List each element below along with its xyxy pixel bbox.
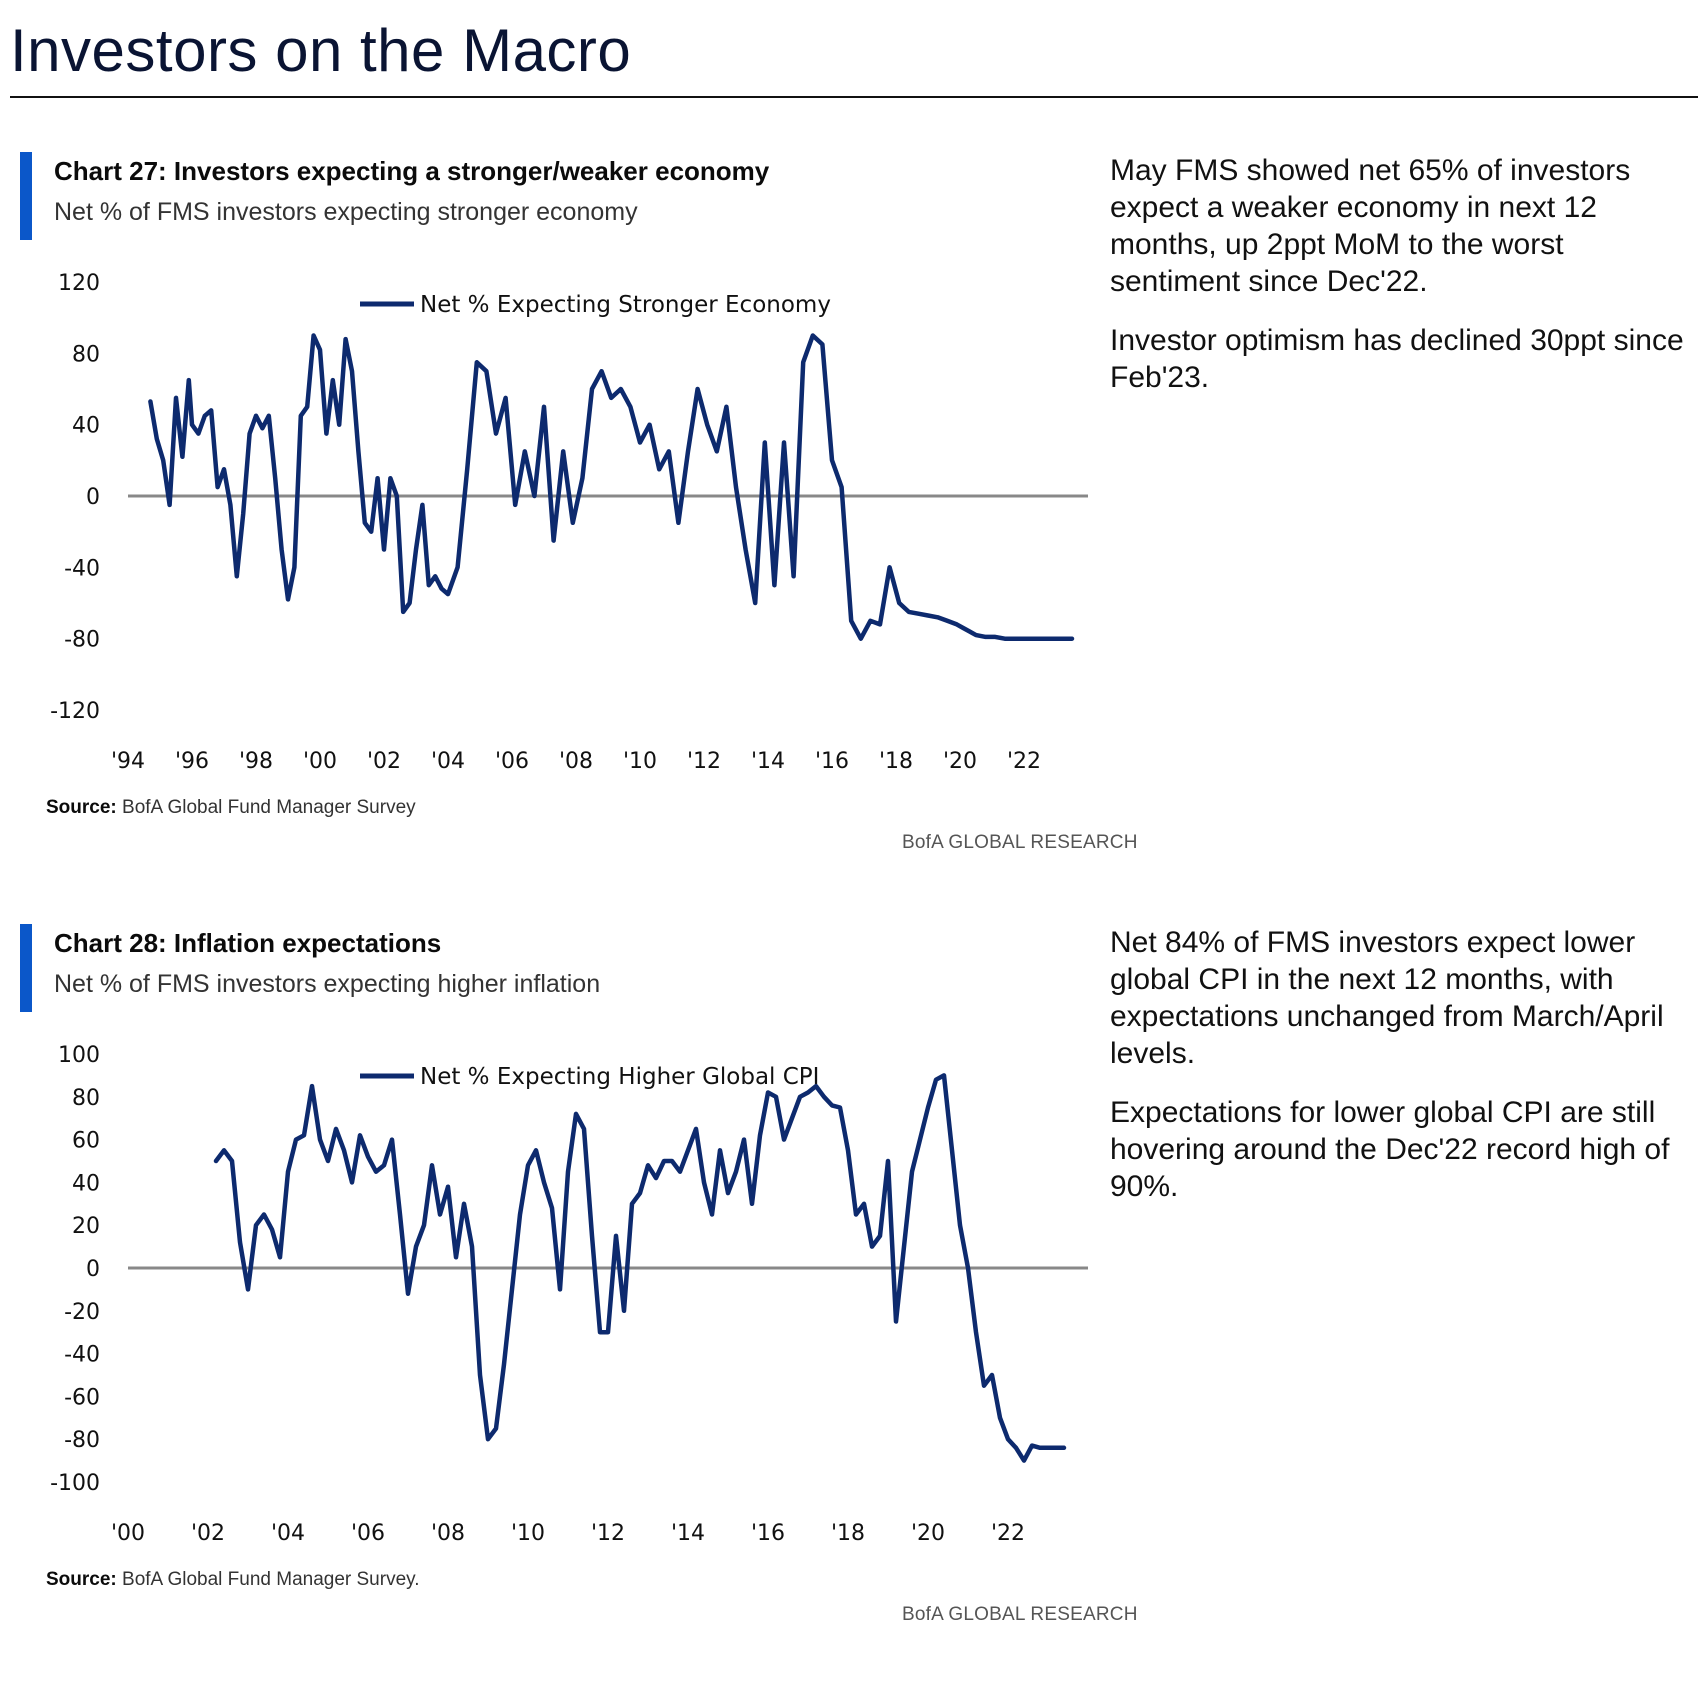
- x-tick-label: '00: [111, 1521, 145, 1546]
- y-tick-label: 40: [72, 414, 100, 439]
- x-tick-label: '16: [751, 1521, 785, 1546]
- x-tick-label: '08: [431, 1521, 465, 1546]
- chart27-source-label: Source:: [46, 797, 117, 818]
- x-tick-label: '18: [879, 749, 913, 774]
- chart27-commentary-paragraph: May FMS showed net 65% of investors expe…: [1110, 154, 1631, 298]
- y-tick-label: 120: [58, 271, 100, 296]
- y-tick-label: 40: [72, 1171, 100, 1196]
- x-tick-label: '98: [239, 749, 273, 774]
- x-tick-label: '18: [831, 1521, 865, 1546]
- x-tick-label: '16: [815, 749, 849, 774]
- page-title: Investors on the Macro: [10, 17, 632, 84]
- legend-label: Net % Expecting Higher Global CPI: [420, 1064, 819, 1090]
- chart28-commentary: Net 84% of FMS investors expect lower gl…: [1110, 924, 1690, 1227]
- chart28-subtitle: Net % of FMS investors expecting higher …: [54, 970, 601, 998]
- chart27-title: Chart 27: Investors expecting a stronger…: [54, 156, 770, 186]
- x-tick-label: '08: [559, 749, 593, 774]
- x-tick-label: '00: [303, 749, 337, 774]
- y-tick-label: -40: [64, 556, 100, 581]
- chart28-source: Source: BofA Global Fund Manager Survey.: [46, 1569, 420, 1591]
- chart28-accent-bar: [20, 924, 32, 1012]
- y-tick-label: 0: [86, 1257, 100, 1282]
- chart27-source-text: BofA Global Fund Manager Survey: [122, 797, 416, 818]
- chart28-source-text: BofA Global Fund Manager Survey.: [122, 1569, 420, 1590]
- y-tick-label: -120: [50, 699, 100, 724]
- y-tick-label: -60: [64, 1385, 100, 1410]
- chart28-commentary-paragraph: Net 84% of FMS investors expect lower gl…: [1110, 926, 1664, 1070]
- chart28-section: Chart 28: Inflation expectations Net % o…: [0, 912, 1698, 1692]
- y-tick-label: 60: [72, 1129, 100, 1154]
- x-tick-label: '14: [751, 749, 785, 774]
- y-tick-label: -40: [64, 1343, 100, 1368]
- x-tick-label: '12: [591, 1521, 625, 1546]
- chart28-plot: 100 80 60 40 20 0 -20 -40 -60 -80 -100 '00 '02 '04 '06…: [50, 1043, 1088, 1546]
- chart28-title: Chart 28: Inflation expectations: [54, 928, 442, 958]
- chart28-commentary-paragraph: Expectations for lower global CPI are st…: [1110, 1096, 1670, 1203]
- x-tick-label: '22: [1007, 749, 1041, 774]
- x-tick-label: '02: [367, 749, 401, 774]
- series-line: [213, 1073, 1067, 1463]
- title-divider: [10, 96, 1698, 98]
- x-tick-label: '20: [943, 749, 977, 774]
- legend-label: Net % Expecting Stronger Economy: [420, 292, 831, 318]
- y-tick-label: -80: [64, 628, 100, 653]
- y-tick-label: -80: [64, 1428, 100, 1453]
- chart28-brand: BofA GLOBAL RESEARCH: [902, 1604, 1138, 1625]
- y-tick-label: 100: [58, 1043, 100, 1068]
- chart27-source: Source: BofA Global Fund Manager Survey: [46, 797, 416, 819]
- x-tick-label: '06: [351, 1521, 385, 1546]
- x-tick-label: '12: [687, 749, 721, 774]
- x-tick-label: '10: [623, 749, 657, 774]
- chart27-brand: BofA GLOBAL RESEARCH: [902, 832, 1138, 853]
- chart27-accent-bar: [20, 152, 32, 240]
- y-tick-label: -20: [64, 1300, 100, 1325]
- y-tick-label: 80: [72, 1086, 100, 1111]
- chart28-source-label: Source:: [46, 1569, 117, 1590]
- chart27-commentary-paragraph: Investor optimism has declined 30ppt sin…: [1110, 324, 1684, 394]
- x-tick-label: '14: [671, 1521, 705, 1546]
- x-tick-label: '04: [271, 1521, 305, 1546]
- series-line: [148, 333, 1075, 641]
- y-tick-label: 20: [72, 1214, 100, 1239]
- y-tick-label: 80: [72, 342, 100, 367]
- x-tick-label: '94: [111, 749, 145, 774]
- x-tick-label: '02: [191, 1521, 225, 1546]
- x-tick-label: '10: [511, 1521, 545, 1546]
- x-tick-label: '04: [431, 749, 465, 774]
- x-tick-label: '22: [991, 1521, 1025, 1546]
- x-tick-label: '20: [911, 1521, 945, 1546]
- chart27-section: Chart 27: Investors expecting a stronger…: [0, 140, 1698, 920]
- chart27-plot: 120 80 40 0 -40 -80 -120 '94 '96 '98 '00 '02 '04 '06 '…: [50, 271, 1088, 774]
- x-tick-label: '96: [175, 749, 209, 774]
- x-tick-label: '06: [495, 749, 529, 774]
- y-tick-label: -100: [50, 1471, 100, 1496]
- chart27-commentary: May FMS showed net 65% of investors expe…: [1110, 152, 1690, 418]
- chart27-subtitle: Net % of FMS investors expecting stronge…: [54, 198, 638, 226]
- y-tick-label: 0: [86, 485, 100, 510]
